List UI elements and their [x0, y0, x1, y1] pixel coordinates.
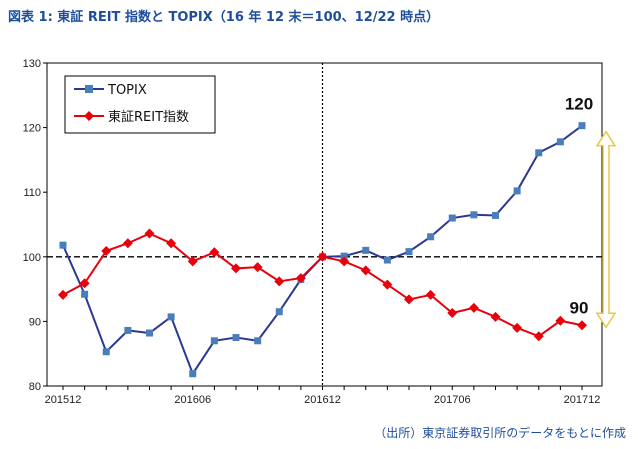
reit-point: [404, 294, 414, 305]
y-tick-label: 100: [23, 252, 41, 264]
topix-point: [146, 329, 153, 337]
reit-point: [425, 289, 436, 300]
topix-point: [232, 334, 240, 342]
chart-title: 図表 1: 東証 REIT 指数と TOPIX（16 年 12 末＝100、12…: [8, 10, 440, 25]
reit-point: [187, 256, 198, 267]
reit-point: [577, 320, 587, 331]
legend-topix-marker: [85, 85, 93, 93]
topix-point: [427, 233, 435, 241]
y-tick-label: 90: [29, 316, 41, 328]
topix-point: [383, 256, 391, 264]
topix-point: [448, 214, 456, 222]
reit-point: [447, 308, 458, 319]
x-tick-label: 201612: [304, 394, 341, 406]
y-tick-label: 120: [23, 123, 41, 135]
topix-point: [59, 241, 67, 249]
reit-point: [317, 251, 328, 262]
topix-point: [362, 246, 370, 254]
y-tick-label: 110: [23, 187, 41, 199]
topix-point: [189, 370, 197, 378]
topix-point: [556, 138, 564, 146]
reit-point: [274, 276, 285, 287]
y-axis-ticks: 80 90 100 110 120 130: [23, 58, 47, 393]
topix-point: [405, 248, 413, 256]
plot-frame: [46, 62, 603, 387]
reit-point: [231, 263, 241, 274]
x-axis-ticks: 201512 201606 201612 201706 201712: [45, 386, 601, 406]
legend-reit-label: 東証REIT指数: [108, 109, 189, 125]
reit-end-label: 90: [570, 298, 589, 317]
reit-point: [512, 322, 523, 333]
reit-point: [58, 289, 68, 300]
reit-point: [166, 238, 177, 249]
reit-point: [101, 245, 112, 256]
topix-end-label: 120: [565, 95, 593, 114]
topix-point: [81, 290, 89, 298]
y-tick-label: 130: [23, 58, 41, 70]
reit-point: [79, 278, 90, 289]
reit-point: [295, 273, 306, 284]
topix-point: [492, 211, 499, 219]
topix-point: [578, 122, 586, 130]
reit-point: [555, 315, 566, 326]
reit-point: [490, 311, 501, 322]
topix-point: [470, 211, 478, 219]
reit-point: [468, 302, 479, 313]
legend-topix-label: TOPIX: [107, 83, 147, 98]
topix-point: [167, 313, 175, 321]
source-note: （出所）東京証券取引所のデータをもとに作成: [374, 426, 626, 440]
y-tick-label: 80: [29, 381, 41, 393]
x-tick-label: 201712: [564, 394, 601, 406]
reit-point: [533, 331, 544, 342]
gap-arrow-icon: [595, 130, 617, 329]
topix-point: [513, 187, 521, 195]
topix-point: [275, 308, 283, 316]
legend: TOPIX 東証REIT指数: [64, 75, 216, 134]
reit-point: [339, 256, 350, 267]
series-layer: [58, 122, 587, 378]
reit-point: [360, 265, 371, 276]
legend-reit-marker: [84, 111, 94, 121]
topix-point: [210, 337, 218, 345]
reit-point: [122, 238, 133, 249]
topix-point: [102, 348, 110, 356]
plot-area: [46, 62, 603, 387]
x-tick-label: 201512: [45, 394, 82, 406]
topix-point: [340, 252, 348, 260]
topix-point: [254, 337, 262, 345]
reit-point: [144, 228, 155, 239]
reit-point: [252, 262, 263, 273]
topix-point: [535, 149, 543, 157]
topix-point: [124, 326, 132, 334]
reit-point: [209, 247, 220, 258]
x-tick-label: 201606: [174, 394, 211, 406]
x-tick-label: 201706: [434, 394, 471, 406]
annotations: 120 90: [565, 95, 617, 329]
reit-point: [382, 279, 393, 290]
